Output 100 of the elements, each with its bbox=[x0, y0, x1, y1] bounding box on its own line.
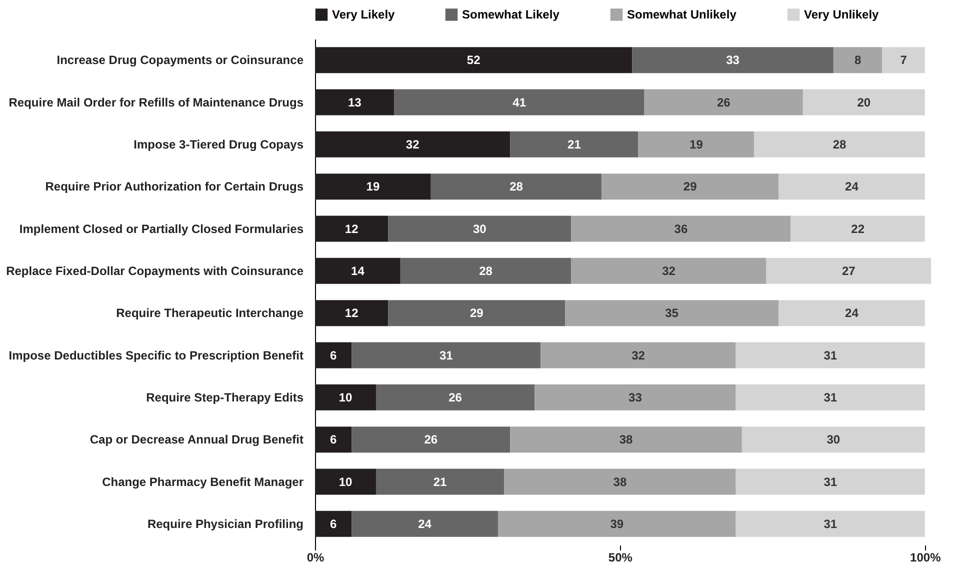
y-tick-label: Require Physician Profiling bbox=[147, 516, 304, 531]
data-label: 32 bbox=[662, 264, 676, 278]
y-tick-label: Implement Closed or Partially Closed Formularies bbox=[19, 222, 304, 236]
data-label: 7 bbox=[900, 53, 908, 68]
data-label: 39 bbox=[610, 516, 624, 531]
data-label: 35 bbox=[665, 306, 679, 320]
data-label: 10 bbox=[338, 474, 352, 489]
bar bbox=[540, 342, 736, 368]
bar bbox=[315, 47, 632, 74]
y-tick-label: Increase Drug Copayments or Coinsurance bbox=[56, 53, 304, 68]
bar bbox=[790, 216, 925, 242]
data-label: 26 bbox=[716, 95, 731, 110]
y-tick-label: Replace Fixed-Dollar Copayments with Coinsurance bbox=[6, 264, 304, 278]
data-label: 38 bbox=[613, 474, 627, 489]
data-label: 41 bbox=[512, 95, 526, 110]
bar bbox=[394, 89, 644, 116]
data-label: 6 bbox=[330, 348, 337, 362]
bar bbox=[602, 174, 779, 200]
bar bbox=[736, 510, 925, 537]
data-label: 29 bbox=[683, 180, 698, 194]
data-label: 31 bbox=[824, 516, 838, 531]
bar bbox=[376, 384, 535, 410]
data-label: 38 bbox=[619, 432, 634, 447]
bar bbox=[315, 510, 352, 537]
bar bbox=[571, 216, 791, 242]
y-tick-label: Require Mail Order for Refills of Maintenance Drugs bbox=[8, 95, 304, 110]
data-label: 28 bbox=[832, 137, 847, 152]
bar bbox=[644, 89, 803, 116]
data-label: 28 bbox=[479, 264, 493, 278]
bar bbox=[315, 342, 352, 368]
x-tick-label: 0% bbox=[306, 550, 324, 564]
data-label: 13 bbox=[348, 95, 362, 110]
bar bbox=[766, 258, 931, 284]
data-label: 8 bbox=[854, 53, 862, 68]
bar bbox=[632, 47, 834, 74]
data-label: 29 bbox=[470, 306, 484, 320]
legend-label: Very Unlikely bbox=[804, 8, 880, 22]
bar bbox=[352, 342, 541, 368]
data-label: 26 bbox=[448, 390, 462, 404]
data-label: 19 bbox=[690, 137, 704, 152]
bar bbox=[315, 426, 352, 453]
bar bbox=[565, 300, 779, 326]
data-label: 24 bbox=[845, 306, 859, 320]
bar bbox=[352, 426, 510, 453]
bar bbox=[388, 300, 566, 326]
data-label: 32 bbox=[632, 348, 646, 362]
data-label: 24 bbox=[418, 516, 432, 531]
bar bbox=[352, 510, 498, 537]
y-tick-label: Require Prior Authorization for Certain Drugs bbox=[45, 180, 304, 194]
bar bbox=[638, 131, 754, 158]
data-label: 31 bbox=[824, 390, 838, 404]
bar bbox=[315, 174, 431, 200]
data-label: 14 bbox=[351, 264, 365, 278]
bar bbox=[802, 89, 925, 116]
data-label: 31 bbox=[824, 474, 838, 489]
y-tick-label: Impose 3-Tiered Drug Copays bbox=[134, 137, 304, 152]
legend-label: Somewhat Likely bbox=[462, 8, 560, 22]
y-tick-label: Cap or Decrease Annual Drug Benefit bbox=[90, 432, 304, 447]
bar bbox=[571, 258, 766, 284]
bar bbox=[430, 174, 602, 200]
data-label: 6 bbox=[330, 432, 337, 447]
y-tick-label: Change Pharmacy Benefit Manager bbox=[102, 474, 304, 489]
bar bbox=[315, 258, 400, 284]
bar bbox=[315, 131, 510, 158]
x-tick-label: 100% bbox=[910, 550, 942, 564]
data-label: 19 bbox=[366, 180, 380, 194]
bar bbox=[315, 468, 376, 495]
legend-label: Somewhat Unlikely bbox=[627, 8, 737, 22]
data-label: 21 bbox=[433, 474, 448, 489]
data-label: 20 bbox=[857, 95, 871, 110]
bar bbox=[754, 131, 925, 158]
y-tick-label: Require Therapeutic Interchange bbox=[116, 306, 304, 320]
bar bbox=[315, 89, 394, 116]
bar bbox=[510, 426, 742, 453]
data-label: 32 bbox=[406, 137, 420, 152]
bar bbox=[778, 174, 925, 200]
bar bbox=[736, 384, 925, 410]
x-tick-label: 50% bbox=[608, 550, 633, 564]
data-label: 24 bbox=[845, 180, 859, 194]
data-label: 33 bbox=[726, 53, 740, 68]
data-label: 27 bbox=[842, 264, 856, 278]
bar bbox=[315, 216, 388, 242]
data-label: 31 bbox=[439, 348, 454, 362]
data-label: 21 bbox=[568, 137, 582, 152]
data-label: 12 bbox=[344, 222, 359, 236]
y-tick-label: Impose Deductibles Specific to Prescription Benefit bbox=[8, 348, 304, 362]
bar bbox=[742, 426, 925, 453]
bar bbox=[376, 468, 504, 495]
data-label: 22 bbox=[851, 222, 865, 236]
data-label: 52 bbox=[466, 53, 481, 68]
data-label: 30 bbox=[472, 222, 487, 236]
data-label: 36 bbox=[674, 222, 688, 236]
bar bbox=[882, 47, 925, 74]
bar bbox=[400, 258, 572, 284]
data-label: 12 bbox=[344, 306, 359, 320]
legend-label: Very Likely bbox=[332, 8, 396, 22]
bar bbox=[736, 468, 925, 495]
bar bbox=[833, 47, 882, 74]
data-label: 10 bbox=[338, 390, 352, 404]
data-label: 30 bbox=[826, 432, 840, 447]
